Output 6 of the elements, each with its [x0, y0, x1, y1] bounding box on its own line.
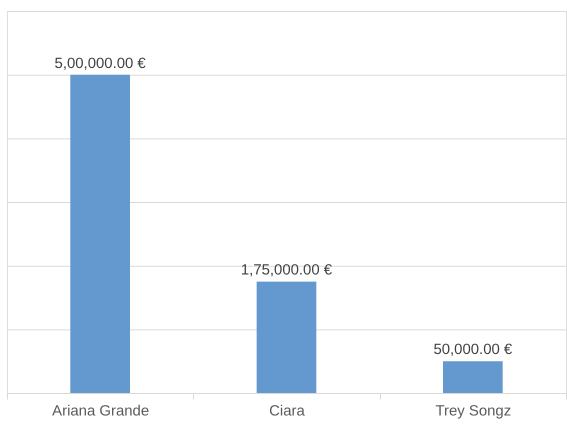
data-label: 50,000.00 €: [433, 341, 513, 358]
x-tick-label: Trey Songz: [435, 402, 512, 420]
x-tick-label: Ariana Grande: [52, 402, 150, 420]
x-tick-label: Ciara: [269, 402, 306, 420]
data-label: 5,00,000.00 €: [54, 54, 146, 72]
data-label: 1,75,000.00 €: [240, 262, 333, 279]
